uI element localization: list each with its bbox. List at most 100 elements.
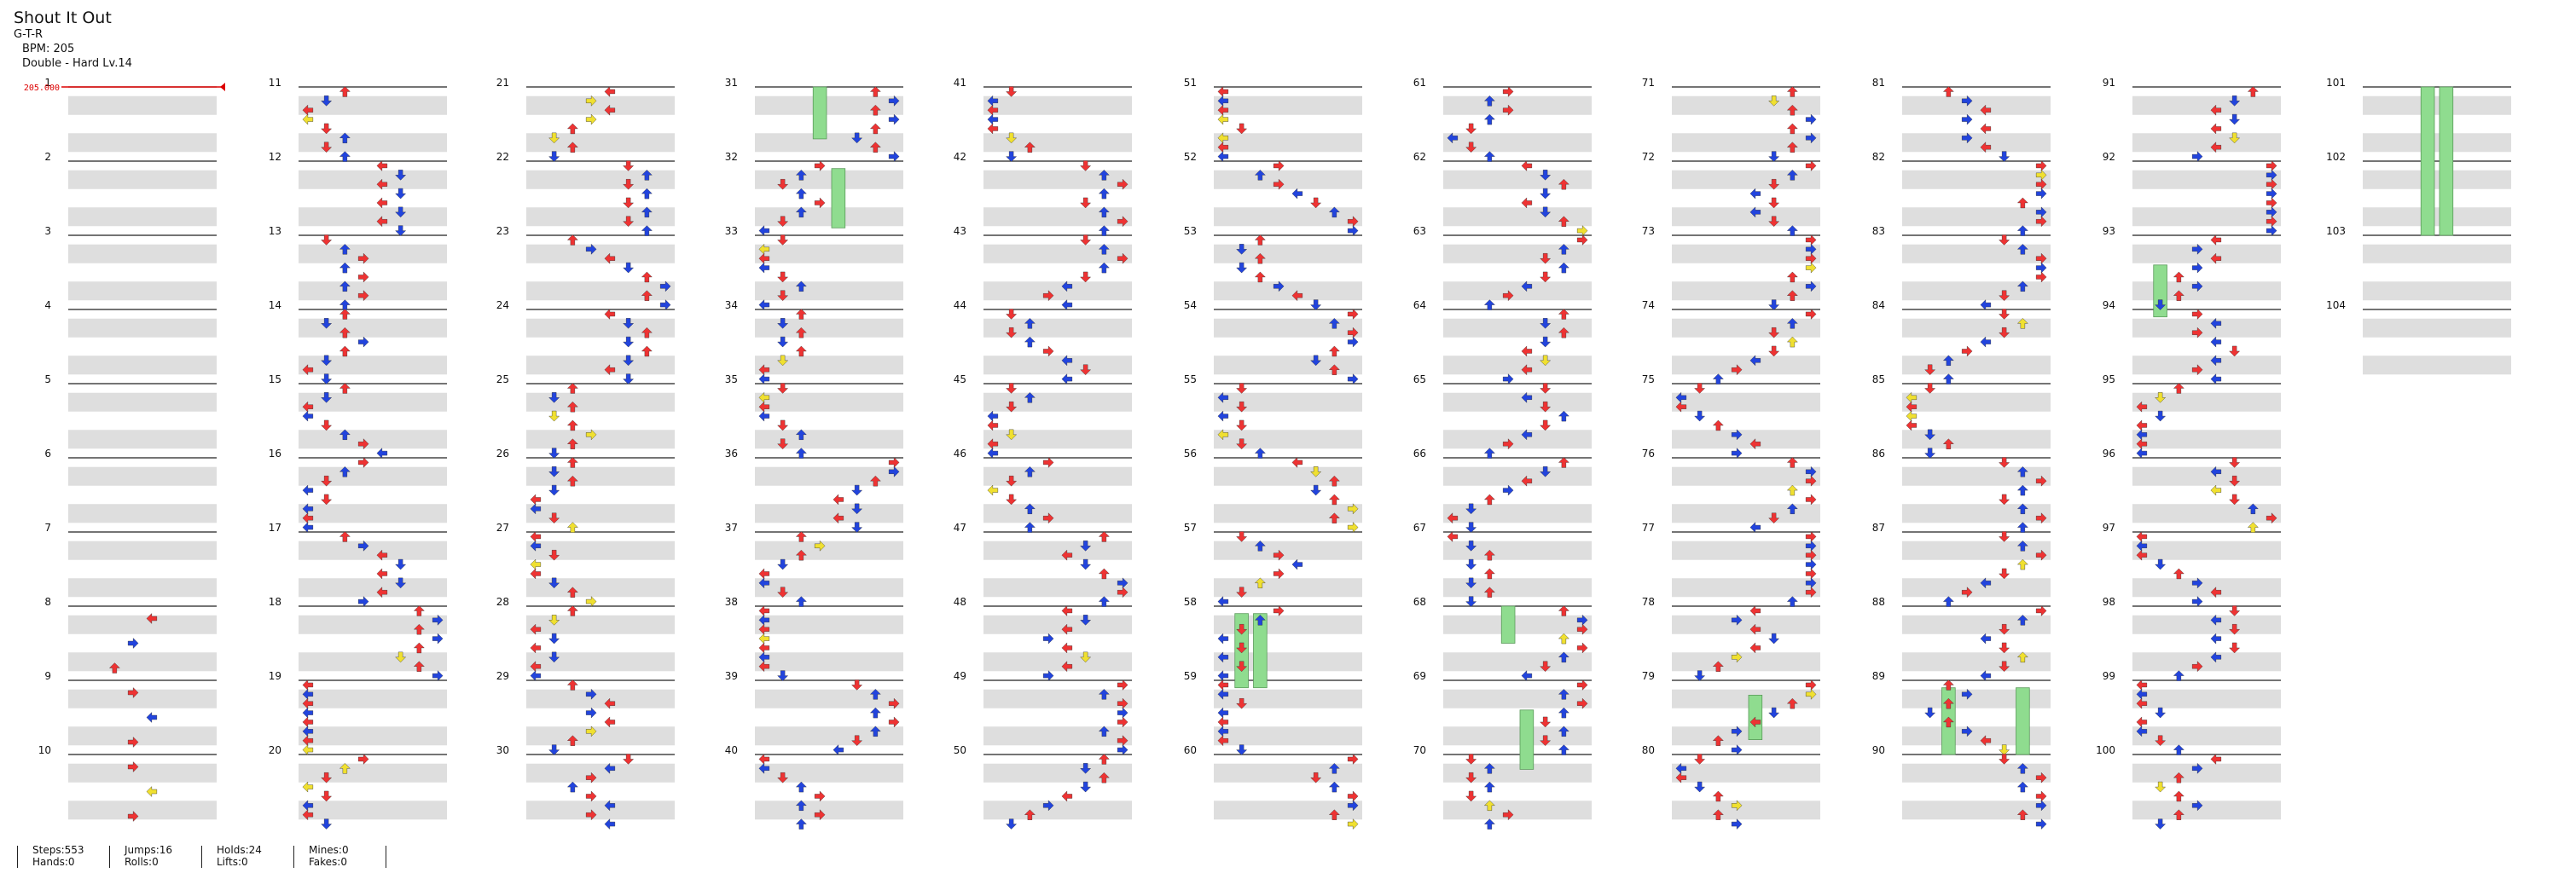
beat-band — [1443, 430, 1592, 449]
down-arrow-note — [2155, 299, 2167, 310]
up-arrow-note — [1098, 262, 1110, 274]
down-arrow-note — [2229, 642, 2241, 654]
up-arrow-note — [1942, 679, 1954, 691]
right-arrow-note — [127, 687, 139, 698]
down-arrow-note — [1465, 754, 1477, 765]
measure-number: 50 — [954, 744, 966, 756]
up-arrow-note — [339, 280, 351, 292]
beat-band — [2132, 578, 2281, 598]
left-arrow-note — [1061, 373, 1073, 385]
up-arrow-note — [2016, 615, 2028, 626]
right-arrow-note — [1805, 475, 1817, 487]
down-arrow-note — [777, 355, 789, 367]
up-arrow-note — [795, 429, 807, 441]
beat-band — [1214, 95, 1362, 115]
stats-separator — [17, 846, 18, 868]
beat-band — [299, 170, 447, 189]
down-arrow-note — [1080, 271, 1092, 283]
measure-number: 25 — [496, 373, 509, 385]
left-arrow-note — [1217, 85, 1229, 97]
left-arrow-note — [2210, 104, 2222, 116]
right-arrow-note — [1273, 280, 1285, 292]
right-arrow-note — [1961, 95, 1973, 107]
up-arrow-note — [1098, 225, 1110, 236]
down-arrow-note — [321, 818, 333, 830]
beat-band — [68, 763, 217, 783]
right-arrow-note — [1961, 113, 1973, 125]
down-arrow-note — [1999, 568, 2010, 580]
right-arrow-note — [1347, 225, 1359, 237]
left-arrow-note — [2136, 716, 2148, 728]
up-arrow-note — [2173, 568, 2184, 580]
left-arrow-note — [2210, 234, 2222, 246]
right-arrow-note — [1731, 800, 1743, 812]
down-arrow-note — [1006, 818, 1018, 830]
left-arrow-note — [2136, 726, 2148, 737]
right-arrow-note — [585, 790, 597, 802]
left-arrow-note — [2136, 679, 2148, 691]
left-arrow-note — [604, 697, 616, 709]
up-arrow-note — [1098, 206, 1110, 218]
down-arrow-note — [1768, 178, 1780, 190]
right-arrow-note — [1502, 104, 1514, 116]
down-arrow-note — [1540, 355, 1552, 367]
down-arrow-note — [1310, 484, 1322, 496]
down-arrow-note — [1080, 763, 1092, 774]
left-arrow-note — [604, 762, 616, 774]
left-arrow-note — [1217, 707, 1229, 719]
right-arrow-note — [1117, 587, 1128, 598]
right-arrow-note — [1731, 364, 1743, 376]
up-arrow-note — [1558, 244, 1569, 255]
beat-band — [1672, 726, 1820, 746]
left-arrow-note — [530, 530, 542, 542]
up-arrow-note — [1098, 188, 1110, 199]
up-arrow-note — [566, 438, 578, 449]
left-arrow-note — [2210, 142, 2222, 153]
measure-number: 83 — [1872, 225, 1885, 237]
right-arrow-note — [127, 638, 139, 649]
beat-band — [1672, 133, 1820, 153]
left-arrow-note — [758, 604, 770, 616]
up-arrow-note — [2016, 244, 2028, 255]
beat-band — [68, 170, 217, 189]
up-arrow-note — [1786, 86, 1798, 97]
chart-header: Shout It Out G-T-R BPM: 205 Double - Har… — [14, 9, 132, 71]
up-arrow-note — [1098, 244, 1110, 255]
up-arrow-note — [2173, 790, 2184, 802]
right-arrow-note — [814, 790, 826, 802]
stats-steps-hands: Steps:553 Hands:0 — [32, 844, 84, 870]
up-arrow-note — [869, 707, 881, 719]
left-arrow-note — [1217, 596, 1229, 608]
measure-number: 48 — [954, 596, 966, 608]
right-arrow-note — [1117, 744, 1128, 756]
measure-number: 77 — [1642, 522, 1655, 534]
left-arrow-note — [987, 448, 999, 460]
beat-band — [1214, 726, 1362, 746]
beat-band — [1672, 689, 1820, 708]
down-arrow-note — [1236, 531, 1248, 542]
measure-number: 39 — [725, 670, 738, 682]
right-arrow-note — [585, 726, 597, 737]
left-arrow-note — [302, 410, 314, 422]
down-arrow-note — [1006, 309, 1018, 320]
measure-number: 74 — [1642, 299, 1655, 311]
beat-band — [2132, 689, 2281, 708]
left-arrow-note — [604, 104, 616, 116]
right-arrow-note — [1273, 568, 1285, 580]
stats-holds-lifts: Holds:24 Lifts:0 — [217, 844, 262, 870]
left-arrow-note — [758, 373, 770, 385]
up-arrow-note — [1098, 689, 1110, 700]
down-arrow-note — [1768, 633, 1780, 645]
beat-band — [2132, 207, 2281, 227]
up-arrow-note — [339, 345, 351, 357]
measure-number: 57 — [1184, 522, 1197, 534]
down-arrow-note — [1540, 661, 1552, 672]
up-arrow-note — [1786, 484, 1798, 496]
beat-band — [1443, 170, 1592, 189]
down-arrow-note — [1006, 86, 1018, 97]
left-arrow-note — [2210, 373, 2222, 385]
left-arrow-note — [302, 522, 314, 534]
beat-band — [526, 763, 675, 783]
beat-band — [1902, 170, 2051, 189]
up-arrow-note — [1254, 615, 1266, 626]
